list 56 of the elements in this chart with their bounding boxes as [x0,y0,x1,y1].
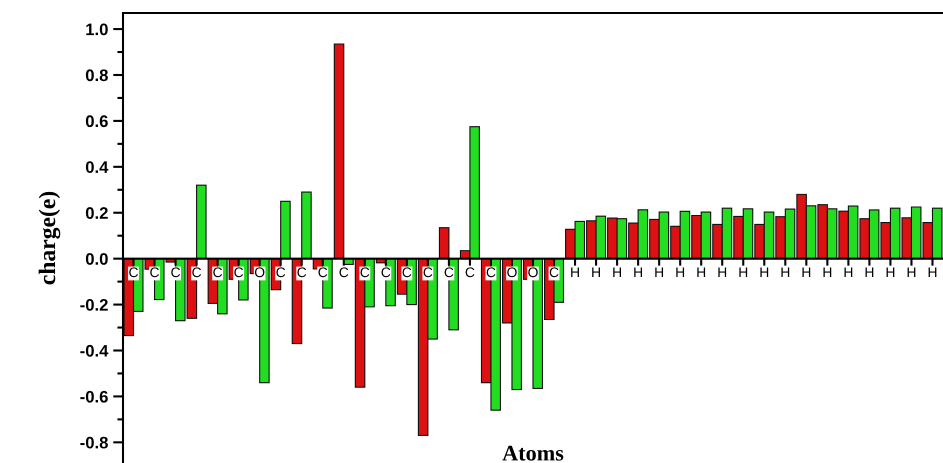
x-tick-label: H [571,268,579,278]
bar [196,184,207,260]
y-tick-label: 0.0 [86,253,108,265]
x-tick-label: C [550,267,559,278]
bar [438,227,450,260]
x-tick-label: C [192,267,202,278]
x-tick-label: C [171,267,180,278]
y-axis-title: charge(e) [38,192,60,284]
x-tick-label: C [213,267,222,278]
x-tick-label: H [760,268,768,278]
y-tick-label: 0.8 [86,69,108,82]
x-tick-label: O [528,267,538,278]
y-tick-label: -0.4 [80,344,108,357]
x-tick-label: C [402,267,412,278]
x-tick-label: H [634,268,642,278]
x-tick-label: C [486,267,496,278]
x-tick-label: C [424,267,432,278]
bar [280,200,291,260]
x-tick-label: H [739,268,748,278]
y-tick-label: 1.0 [86,23,108,36]
y-tick-label: 0.2 [86,207,108,219]
x-tick-label: H [592,268,600,278]
x-tick-label: C [150,267,160,278]
y-tick-label: 0.6 [86,115,108,128]
y-tick-label: -0.8 [80,436,108,449]
x-tick-label: H [866,268,874,278]
x-tick-label: C [382,267,390,278]
x-tick-label: C [318,267,328,278]
x-tick-label: C [444,267,454,278]
x-tick-label: H [908,268,916,278]
y-tick-label: -0.2 [80,298,108,311]
x-tick-label: O [507,267,517,278]
x-tick-label: H [844,268,852,278]
x-tick-label: H [697,268,706,278]
x-tick-label: H [802,268,810,278]
x-tick-label: O [254,267,264,278]
x-tick-label: C [360,267,370,278]
x-tick-label: H [613,268,621,278]
x-tick-label: C [234,267,244,278]
x-tick-label: H [781,268,790,278]
bar [334,43,344,260]
x-tick-label: H [886,268,894,278]
x-tick-label: C [276,267,286,278]
x-tick-label: H [676,268,684,278]
x-tick-label: H [823,268,832,278]
x-tick-label: H [928,268,936,278]
y-tick-label: -0.6 [80,390,108,403]
x-axis-title: Atoms [502,446,564,461]
y-tick-label: 0.4 [86,161,108,174]
x-tick-label: C [297,267,306,278]
x-tick-label: C [466,267,474,278]
x-tick-label: C [129,267,138,278]
x-tick-label: C [339,267,348,278]
x-tick-label: H [718,268,726,278]
bar [301,192,312,260]
x-tick-label: H [655,268,664,278]
